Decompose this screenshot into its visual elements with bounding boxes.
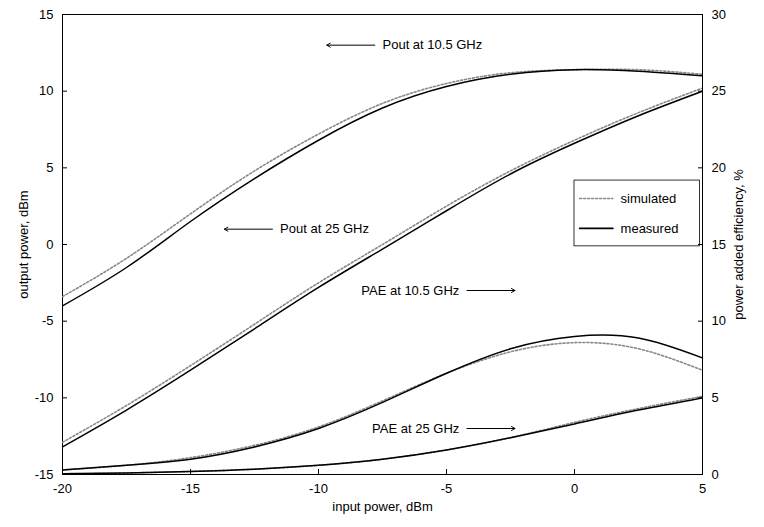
svg-text:0: 0 xyxy=(571,481,578,496)
svg-text:-15: -15 xyxy=(35,467,54,482)
svg-text:-10: -10 xyxy=(309,481,328,496)
svg-text:simulated: simulated xyxy=(621,191,677,206)
svg-text:0: 0 xyxy=(46,237,53,252)
svg-text:15: 15 xyxy=(39,7,53,22)
svg-text:25: 25 xyxy=(712,83,726,98)
svg-text:-5: -5 xyxy=(42,313,54,328)
svg-text:-15: -15 xyxy=(181,481,200,496)
svg-text:5: 5 xyxy=(712,390,719,405)
svg-text:10: 10 xyxy=(39,83,53,98)
svg-text:power added efficiency, %: power added efficiency, % xyxy=(731,169,746,320)
svg-text:PAE at 10.5 GHz: PAE at 10.5 GHz xyxy=(361,283,459,298)
svg-text:10: 10 xyxy=(712,313,726,328)
svg-text:-10: -10 xyxy=(35,390,54,405)
svg-text:15: 15 xyxy=(712,237,726,252)
svg-text:20: 20 xyxy=(712,160,726,175)
svg-text:0: 0 xyxy=(712,467,719,482)
svg-text:Pout at 10.5 GHz: Pout at 10.5 GHz xyxy=(383,37,483,52)
svg-text:5: 5 xyxy=(699,481,706,496)
svg-text:-20: -20 xyxy=(53,481,72,496)
svg-text:measured: measured xyxy=(621,221,679,236)
svg-text:Pout at 25 GHz: Pout at 25 GHz xyxy=(280,221,369,236)
svg-text:30: 30 xyxy=(712,7,726,22)
svg-text:input power, dBm: input power, dBm xyxy=(332,499,432,514)
svg-text:-5: -5 xyxy=(441,481,453,496)
svg-text:output power, dBm: output power, dBm xyxy=(16,190,31,298)
svg-text:5: 5 xyxy=(46,160,53,175)
svg-text:PAE at 25 GHz: PAE at 25 GHz xyxy=(372,421,459,436)
